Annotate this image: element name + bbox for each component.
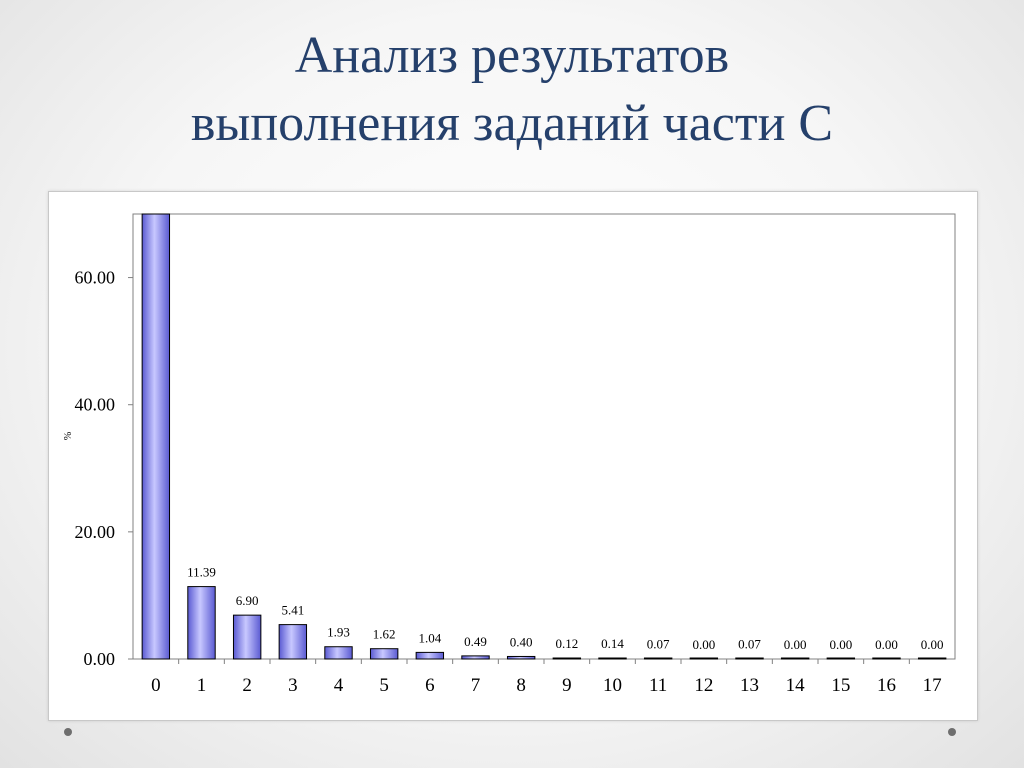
data-label: 1.04 bbox=[418, 630, 441, 645]
data-label: 6.90 bbox=[236, 593, 259, 608]
x-tick-label: 6 bbox=[425, 675, 435, 696]
bar bbox=[826, 657, 856, 660]
data-label: 1.62 bbox=[373, 627, 396, 642]
y-tick-label: 20.00 bbox=[75, 522, 116, 542]
x-tick-label: 17 bbox=[923, 675, 942, 696]
data-label: 0.07 bbox=[738, 637, 761, 652]
slide-title-line-2: выполнения заданий части С bbox=[190, 95, 834, 152]
bar bbox=[415, 651, 445, 660]
x-tick-label: 7 bbox=[471, 675, 481, 696]
x-tick-label: 12 bbox=[694, 675, 713, 696]
bar bbox=[780, 657, 810, 660]
y-tick-label: 0.00 bbox=[84, 649, 116, 669]
x-tick-label: 9 bbox=[562, 675, 572, 696]
x-tick-label: 13 bbox=[740, 675, 759, 696]
data-label: 0.40 bbox=[510, 634, 533, 649]
y-axis-label: % bbox=[63, 432, 74, 440]
x-tick-label: 4 bbox=[334, 675, 344, 696]
y-tick-label: 60.00 bbox=[75, 268, 116, 288]
data-label: 0.00 bbox=[784, 637, 807, 652]
bar bbox=[735, 657, 764, 660]
x-tick-label: 16 bbox=[877, 675, 896, 696]
data-label: 0.00 bbox=[692, 637, 715, 652]
x-tick-label: 11 bbox=[649, 675, 667, 696]
data-label: 1.93 bbox=[327, 625, 350, 640]
bar bbox=[598, 657, 627, 660]
y-tick-label: 40.00 bbox=[75, 395, 116, 415]
bar bbox=[461, 655, 490, 660]
data-label: 0.12 bbox=[555, 636, 578, 651]
x-tick-label: 3 bbox=[288, 675, 298, 696]
bar bbox=[689, 657, 719, 660]
x-tick-label: 5 bbox=[379, 675, 389, 696]
bar bbox=[872, 657, 901, 660]
bar bbox=[232, 614, 262, 660]
slide-title-line-1: Анализ результатов bbox=[294, 27, 730, 84]
data-label: 11.39 bbox=[187, 565, 216, 580]
bar bbox=[187, 586, 216, 660]
bar bbox=[369, 648, 399, 660]
x-tick-label: 0 bbox=[151, 675, 161, 696]
bar bbox=[324, 646, 353, 660]
data-label: 0.00 bbox=[875, 637, 898, 652]
decorative-dot-left bbox=[64, 728, 72, 736]
data-label: 0.07 bbox=[647, 637, 670, 652]
data-label: 0.14 bbox=[601, 636, 624, 651]
x-tick-label: 14 bbox=[786, 675, 806, 696]
bar bbox=[643, 657, 673, 660]
bar bbox=[278, 624, 308, 660]
x-tick-label: 8 bbox=[516, 675, 526, 696]
x-tick-label: 1 bbox=[197, 675, 207, 696]
data-label: 0.00 bbox=[921, 637, 944, 652]
x-tick-label: 15 bbox=[831, 675, 850, 696]
bar bbox=[917, 657, 947, 660]
x-tick-label: 10 bbox=[603, 675, 622, 696]
data-label: 0.00 bbox=[829, 637, 852, 652]
slide-title: Анализ результатов выполнения заданий ча… bbox=[0, 22, 1024, 158]
bar bbox=[552, 657, 582, 660]
data-label: 5.41 bbox=[281, 603, 304, 618]
bar-chart: % 0.0020.0040.0060.00011.3916.9025.4131.… bbox=[63, 213, 956, 696]
bar bbox=[506, 655, 536, 660]
chart-frame: % 0.00 20.00 40.00 60.00 0 11.39 1 6.90 2 5.41 3 1.… bbox=[48, 191, 978, 721]
data-label: 0.49 bbox=[464, 634, 487, 649]
decorative-dot-right bbox=[948, 728, 956, 736]
x-tick-label: 2 bbox=[242, 675, 252, 696]
bar bbox=[141, 213, 171, 660]
plot-area bbox=[132, 213, 956, 660]
